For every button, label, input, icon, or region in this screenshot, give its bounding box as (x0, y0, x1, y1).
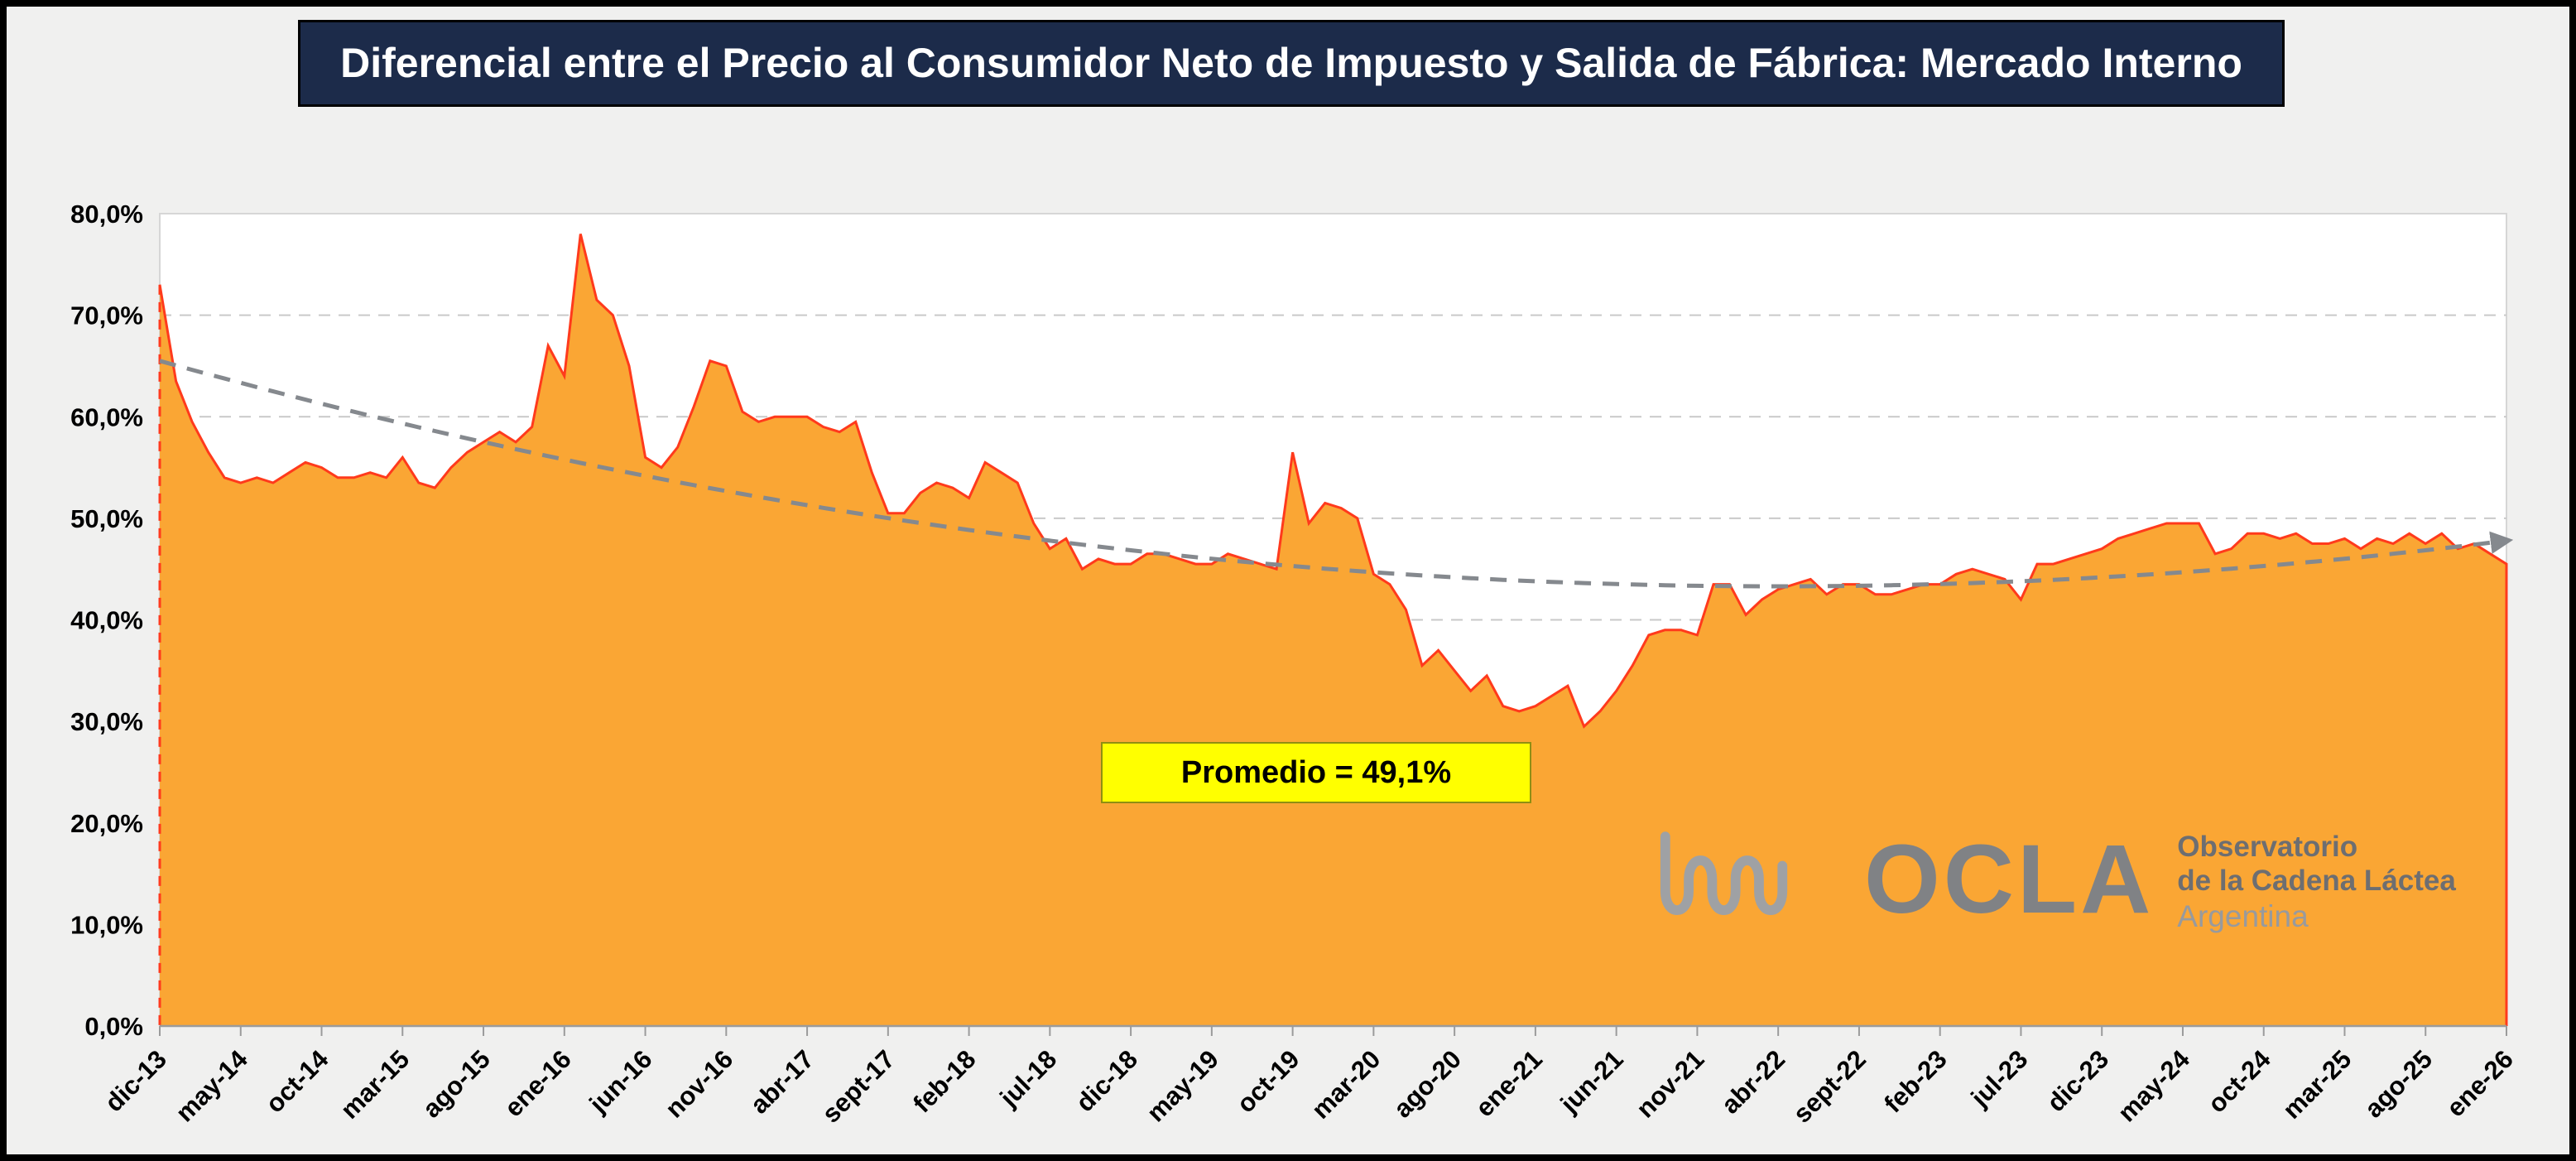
svg-text:nov-16: nov-16 (660, 1044, 738, 1123)
svg-text:ago-25: ago-25 (2359, 1044, 2438, 1123)
ocla-logo: OCLA Observatorio de la Cadena Láctea Ar… (1656, 825, 2456, 934)
svg-text:feb-18: feb-18 (907, 1044, 981, 1118)
svg-text:70,0%: 70,0% (70, 301, 143, 330)
logo-subtitle-line1: Observatorio (2177, 831, 2358, 863)
svg-text:may-24: may-24 (2112, 1044, 2196, 1128)
svg-text:ene-26: ene-26 (2441, 1044, 2519, 1122)
svg-text:ago-20: ago-20 (1388, 1044, 1467, 1123)
svg-text:50,0%: 50,0% (70, 504, 143, 533)
svg-text:dic-18: dic-18 (1070, 1044, 1143, 1117)
svg-text:may-19: may-19 (1141, 1044, 1224, 1127)
average-annotation: Promedio = 49,1% (1101, 742, 1531, 803)
ocla-logo-text: OCLA (1864, 825, 2155, 935)
logo-subtitle-line2: de la Cadena Láctea (2177, 865, 2456, 898)
svg-text:oct-14: oct-14 (260, 1044, 334, 1119)
svg-text:feb-23: feb-23 (1878, 1044, 1952, 1118)
svg-text:mar-20: mar-20 (1306, 1044, 1387, 1125)
svg-text:30,0%: 30,0% (70, 707, 143, 736)
trend-line (159, 359, 2514, 589)
svg-text:mar-25: mar-25 (2277, 1044, 2357, 1125)
svg-text:20,0%: 20,0% (70, 809, 143, 838)
svg-text:dic-13: dic-13 (99, 1044, 172, 1117)
ocla-wave-icon (1660, 831, 1788, 916)
svg-text:jun-21: jun-21 (1555, 1044, 1629, 1119)
chart-title: Diferencial entre el Precio al Consumido… (298, 20, 2285, 107)
svg-text:dic-23: dic-23 (2041, 1044, 2114, 1117)
svg-text:ene-16: ene-16 (499, 1044, 577, 1122)
svg-text:60,0%: 60,0% (70, 402, 143, 431)
svg-text:jul-18: jul-18 (994, 1044, 1063, 1113)
svg-text:ene-21: ene-21 (1470, 1044, 1548, 1122)
y-axis-labels: 0,0% 10,0% 20,0% 30,0% 40,0% 50,0% 60,0% 70,0% 8… (70, 200, 143, 1041)
svg-text:jun-16: jun-16 (584, 1044, 658, 1119)
svg-text:abr-22: abr-22 (1716, 1044, 1791, 1120)
svg-text:oct-24: oct-24 (2202, 1044, 2276, 1119)
logo-subtitle-line3: Argentina (2177, 898, 2309, 933)
svg-text:0,0%: 0,0% (84, 1012, 143, 1041)
svg-text:mar-15: mar-15 (335, 1044, 416, 1125)
svg-text:oct-19: oct-19 (1231, 1044, 1305, 1118)
svg-text:10,0%: 10,0% (70, 910, 143, 939)
svg-text:nov-21: nov-21 (1631, 1044, 1709, 1123)
svg-text:may-14: may-14 (170, 1044, 253, 1128)
svg-text:40,0%: 40,0% (70, 606, 143, 635)
svg-text:sept-22: sept-22 (1787, 1044, 1872, 1129)
area-border (158, 234, 2508, 1026)
svg-text:jul-23: jul-23 (1965, 1044, 2034, 1113)
ocla-logo-subtitle: Observatorio de la Cadena Láctea Argenti… (2177, 825, 2456, 934)
svg-text:sept-17: sept-17 (816, 1044, 901, 1129)
area-series (160, 234, 2506, 1026)
svg-text:80,0%: 80,0% (70, 200, 143, 229)
svg-text:abr-17: abr-17 (745, 1044, 820, 1120)
svg-text:ago-15: ago-15 (417, 1044, 496, 1123)
